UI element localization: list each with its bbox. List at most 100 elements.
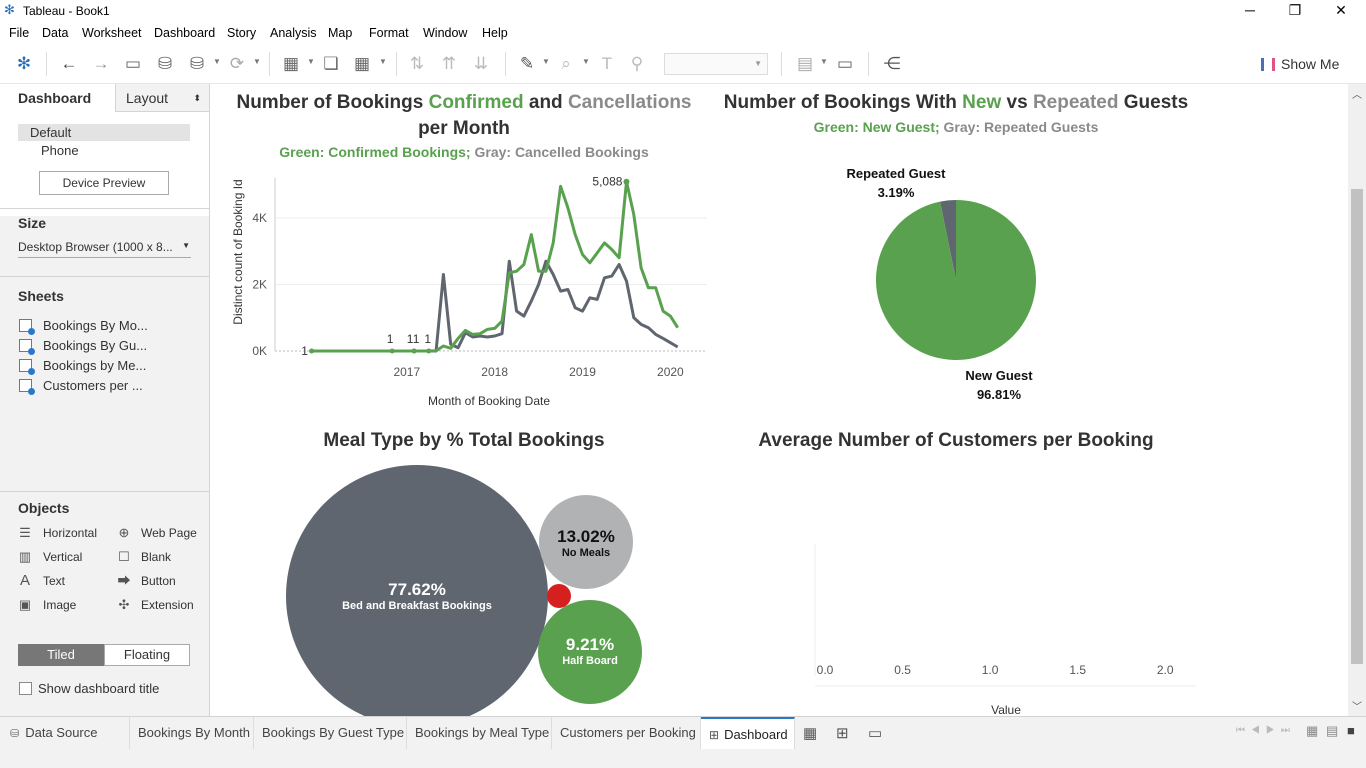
chevron-down-icon[interactable]: ﹀ — [1352, 702, 1362, 713]
object-button[interactable]: Button — [141, 574, 176, 588]
tab-dashboard[interactable]: ⊞ Dashboard — [701, 717, 795, 749]
bubble-other[interactable] — [547, 584, 571, 608]
chevron-down-icon[interactable]: ▼ — [253, 57, 261, 66]
scrollbar-thumb[interactable] — [1351, 189, 1363, 664]
sheet-item[interactable]: Bookings By Mo... — [43, 318, 148, 333]
vertical-scrollbar[interactable]: ︿ ﹀ — [1348, 84, 1366, 716]
show-cards-icon[interactable]: ▤ — [796, 54, 814, 73]
sort-ascending-icon[interactable]: ⇈ — [441, 54, 457, 73]
show-sheet-sorter-icon[interactable]: ▤ — [1326, 723, 1339, 738]
tab-bookings-by-guest-type[interactable]: Bookings By Guest Type — [254, 717, 407, 749]
bubble-no-meals[interactable] — [539, 495, 633, 589]
object-horizontal[interactable]: Horizontal — [43, 526, 98, 540]
new-data-source-icon[interactable]: ⛁ — [157, 54, 173, 73]
refresh-icon[interactable]: ⟳ — [229, 54, 245, 73]
new-dashboard-icon[interactable]: ⊞ — [836, 725, 849, 742]
tab-dashboard[interactable]: Dashboard — [0, 84, 115, 112]
objects-heading: Objects — [18, 500, 70, 516]
menu-dashboard[interactable]: Dashboard — [154, 26, 216, 40]
sheet-navigation-icon[interactable]: ⏮◀▶⏭ — [1236, 725, 1296, 736]
save-icon[interactable]: ▭ — [124, 54, 142, 73]
series-line-confirmed — [311, 180, 679, 353]
share-icon[interactable]: ⋲ — [883, 54, 901, 73]
menu-story[interactable]: Story — [227, 26, 257, 40]
toolbar: ✻ ← → ▭ ⛁ ⛁ ▼ ⟳ ▼ ▦ ▼ ❏ ▦ ▼ ⇅ ⇈ ⇊ ✎ ▼ ⌕ … — [0, 44, 1366, 84]
pie-slice-new-guest — [875, 200, 1036, 360]
object-blank[interactable]: Blank — [141, 550, 172, 564]
chevron-down-icon[interactable]: ▼ — [542, 57, 550, 66]
chevron-down-icon[interactable]: ▼ — [307, 57, 315, 66]
tab-layout[interactable]: Layout ⬍ — [115, 84, 209, 112]
menu-window[interactable]: Window — [423, 26, 468, 40]
floating-toggle[interactable]: Floating — [104, 644, 190, 666]
size-dropdown[interactable]: Desktop Browser (1000 x 8... ▼ — [18, 240, 191, 258]
new-worksheet-icon[interactable]: ▦ — [282, 54, 300, 73]
pie-label-repeated: Repeated Guest 3.19% — [846, 166, 946, 200]
close-icon[interactable]: ✕ — [1335, 2, 1347, 18]
object-image[interactable]: Image — [43, 598, 77, 612]
device-default[interactable]: Default — [18, 124, 190, 141]
menu-analysis[interactable]: Analysis — [270, 26, 317, 40]
object-vertical[interactable]: Vertical — [43, 550, 83, 564]
bubble-label-halfboard: 9.21% Half Board — [562, 635, 618, 667]
sheet-item[interactable]: Customers per ... — [43, 378, 143, 393]
vertical-container-icon: ▥ — [18, 549, 32, 564]
fit-dropdown[interactable]: ▼ — [664, 53, 768, 75]
bubble-bed-and-breakfast[interactable] — [286, 465, 548, 716]
sheet-item[interactable]: Bookings By Gu... — [43, 338, 148, 353]
presentation-mode-icon[interactable]: ▭ — [836, 54, 854, 73]
menu-help[interactable]: Help — [482, 26, 508, 40]
bubble-label-nomeals: 13.02% No Meals — [557, 527, 615, 559]
object-web-page[interactable]: Web Page — [141, 526, 197, 540]
show-filmstrip-icon[interactable]: ▦ — [1306, 723, 1319, 738]
tab-customers-per-booking[interactable]: Customers per Booking — [552, 717, 701, 749]
new-worksheet-icon[interactable]: ▦ — [803, 725, 818, 742]
pause-updates-icon[interactable]: ⛁ — [189, 54, 205, 73]
minimize-icon[interactable]: ─ — [1245, 2, 1255, 18]
tab-data-source[interactable]: ⛁ Data Source — [0, 717, 130, 749]
clear-sheet-icon[interactable]: ▦ — [353, 54, 371, 73]
menu-bar: File Data Worksheet Dashboard Story Anal… — [0, 22, 1366, 44]
highlight-icon[interactable]: ✎ — [519, 54, 535, 73]
sheet-item[interactable]: Bookings by Me... — [43, 358, 147, 373]
group-members-icon[interactable]: ⌕ — [561, 54, 571, 73]
menu-format[interactable]: Format — [369, 26, 409, 40]
menu-map[interactable]: Map — [328, 26, 353, 40]
device-preview-button[interactable]: Device Preview — [39, 171, 169, 195]
duplicate-sheet-icon[interactable]: ❏ — [323, 54, 339, 73]
show-mark-labels-icon[interactable]: T — [601, 54, 613, 73]
chevron-down-icon[interactable]: ▼ — [213, 57, 221, 66]
peak-marker — [623, 178, 630, 185]
restore-icon[interactable]: ❐ — [1288, 2, 1302, 18]
new-story-icon[interactable]: ▭ — [868, 725, 883, 742]
x-tick-label: 2019 — [569, 365, 596, 379]
bubble-half-board[interactable] — [538, 600, 642, 704]
swap-rows-columns-icon[interactable]: ⇅ — [409, 54, 425, 73]
chevron-down-icon[interactable]: ▼ — [379, 57, 387, 66]
object-extension[interactable]: Extension — [141, 598, 194, 612]
show-title-checkbox[interactable] — [19, 682, 32, 695]
fix-axes-icon[interactable]: ⚲ — [630, 54, 644, 73]
tab-bookings-by-meal-type[interactable]: Bookings by Meal Type — [407, 717, 552, 749]
blank-icon: ☐ — [118, 549, 130, 564]
tab-bookings-by-month[interactable]: Bookings By Month — [130, 717, 254, 749]
menu-worksheet[interactable]: Worksheet — [82, 26, 142, 40]
data-label: 1 — [387, 332, 394, 346]
object-text[interactable]: Text — [43, 574, 66, 588]
chevron-down-icon[interactable]: ▼ — [820, 57, 828, 66]
show-me-button[interactable]: Show Me — [1261, 53, 1339, 75]
chevron-down-icon[interactable]: ▼ — [582, 57, 590, 66]
undo-icon[interactable]: ← — [60, 54, 78, 73]
device-phone[interactable]: Phone — [41, 143, 79, 158]
redo-icon[interactable]: → — [92, 54, 110, 73]
show-tabs-icon[interactable]: ■ — [1347, 723, 1355, 738]
x-tick-label: 1.0 — [982, 663, 999, 677]
tableau-home-icon[interactable]: ✻ — [16, 54, 32, 73]
meal-bubble-chart — [286, 465, 642, 716]
menu-file[interactable]: File — [9, 26, 30, 40]
tiled-toggle[interactable]: Tiled — [18, 644, 104, 666]
size-value: Desktop Browser (1000 x 8... — [18, 240, 173, 254]
menu-data[interactable]: Data — [42, 26, 69, 40]
sort-descending-icon[interactable]: ⇊ — [473, 54, 489, 73]
chevron-up-icon[interactable]: ︿ — [1352, 90, 1362, 101]
